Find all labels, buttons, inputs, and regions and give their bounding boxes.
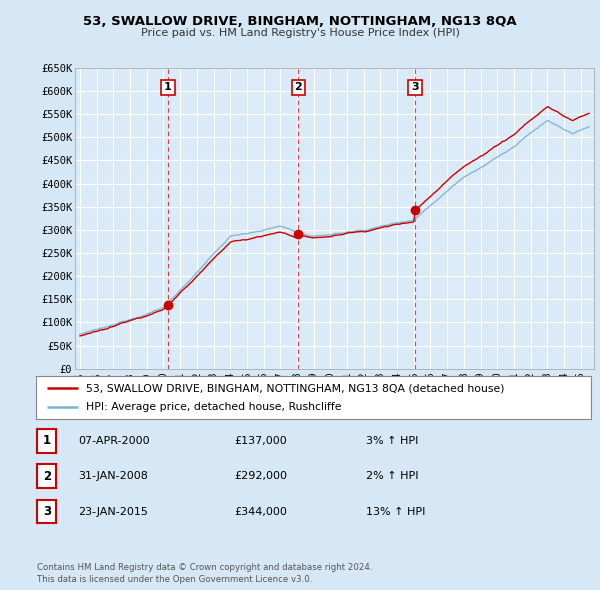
Text: 3: 3 — [43, 505, 51, 518]
Text: 1: 1 — [43, 434, 51, 447]
Text: £137,000: £137,000 — [234, 436, 287, 445]
Text: 13% ↑ HPI: 13% ↑ HPI — [366, 507, 425, 516]
Text: 53, SWALLOW DRIVE, BINGHAM, NOTTINGHAM, NG13 8QA: 53, SWALLOW DRIVE, BINGHAM, NOTTINGHAM, … — [83, 15, 517, 28]
Text: 1: 1 — [164, 83, 172, 93]
Text: Price paid vs. HM Land Registry's House Price Index (HPI): Price paid vs. HM Land Registry's House … — [140, 28, 460, 38]
Text: HPI: Average price, detached house, Rushcliffe: HPI: Average price, detached house, Rush… — [86, 402, 341, 412]
Text: 3: 3 — [411, 83, 419, 93]
Text: £292,000: £292,000 — [234, 471, 287, 481]
Text: 53, SWALLOW DRIVE, BINGHAM, NOTTINGHAM, NG13 8QA (detached house): 53, SWALLOW DRIVE, BINGHAM, NOTTINGHAM, … — [86, 384, 505, 394]
Text: 2% ↑ HPI: 2% ↑ HPI — [366, 471, 419, 481]
Text: 31-JAN-2008: 31-JAN-2008 — [78, 471, 148, 481]
Text: 3% ↑ HPI: 3% ↑ HPI — [366, 436, 418, 445]
Text: 2: 2 — [295, 83, 302, 93]
Text: 07-APR-2000: 07-APR-2000 — [78, 436, 149, 445]
Text: 23-JAN-2015: 23-JAN-2015 — [78, 507, 148, 516]
Text: Contains HM Land Registry data © Crown copyright and database right 2024.
This d: Contains HM Land Registry data © Crown c… — [37, 563, 373, 584]
Text: 2: 2 — [43, 470, 51, 483]
Text: £344,000: £344,000 — [234, 507, 287, 516]
